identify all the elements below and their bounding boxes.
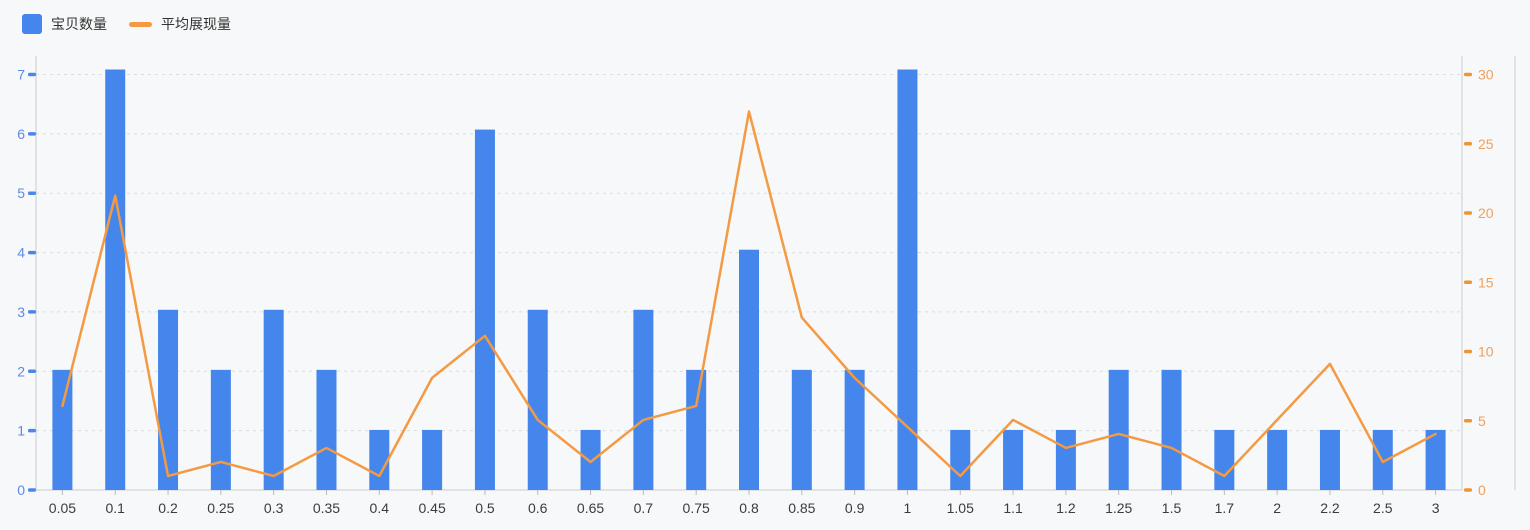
right-axis-tick (1464, 349, 1472, 354)
left-axis-tick (28, 488, 36, 492)
x-axis-label: 0.25 (207, 500, 234, 516)
right-axis-tick (1464, 419, 1472, 423)
bar-baobei-count (1055, 429, 1076, 490)
right-axis-label: 5 (1478, 413, 1486, 429)
bar-baobei-count (158, 309, 179, 490)
x-axis-label: 0.35 (313, 500, 340, 516)
x-axis-label: 2.2 (1320, 500, 1340, 516)
x-axis-label: 0.5 (475, 500, 495, 516)
x-axis-label: 0.75 (683, 500, 710, 516)
bar-baobei-count (210, 369, 231, 490)
x-axis-label: 0.45 (418, 500, 445, 516)
legend-item-avg-impressions[interactable]: 平均展现量 (129, 13, 231, 35)
legend-label-avg-impressions: 平均展现量 (161, 16, 231, 32)
bar-baobei-count (897, 69, 918, 490)
right-axis-tick (1464, 142, 1472, 146)
bar-baobei-count (1161, 369, 1182, 490)
x-axis-label: 1.1 (1003, 500, 1023, 516)
x-axis-label: 1.05 (947, 500, 974, 516)
right-axis-label: 30 (1478, 67, 1494, 83)
bar-baobei-count (474, 129, 495, 490)
bar-baobei-count (369, 429, 390, 490)
bar-baobei-count (633, 309, 654, 490)
x-axis-label: 0.2 (158, 500, 178, 516)
x-axis-label: 1.2 (1056, 500, 1076, 516)
left-axis-label: 3 (17, 304, 25, 320)
left-axis-label: 0 (17, 482, 25, 498)
x-axis-label: 0.9 (845, 500, 865, 516)
right-axis-tick (1464, 211, 1472, 215)
x-axis-label: 0.3 (264, 500, 284, 516)
line-series-swatch-icon (129, 21, 152, 27)
x-axis-label: 3 (1432, 500, 1440, 516)
x-axis-label: 0.4 (370, 500, 390, 516)
x-axis-label: 0.85 (788, 500, 815, 516)
bar-baobei-count (950, 429, 971, 490)
right-axis-label: 10 (1478, 344, 1494, 360)
right-axis-tick (1464, 280, 1472, 284)
x-axis-label: 1 (904, 500, 912, 516)
right-axis-tick (1464, 488, 1472, 492)
bar-baobei-count (1319, 429, 1340, 490)
right-axis-label: 25 (1478, 136, 1494, 152)
right-axis-tick (1464, 72, 1472, 77)
x-axis-label: 0.1 (105, 500, 125, 516)
legend-item-baobei-count[interactable]: 宝贝数量 (22, 13, 107, 35)
legend: 宝贝数量 平均展现量 (22, 13, 231, 35)
bar-baobei-count (686, 369, 707, 490)
line-avg-impressions (61, 110, 1437, 478)
right-axis-label: 15 (1478, 274, 1494, 290)
left-axis-label: 5 (17, 185, 25, 201)
bar-baobei-count (791, 369, 812, 490)
x-axis-label: 2.5 (1373, 500, 1393, 516)
left-axis-tick (28, 310, 36, 314)
left-axis-label: 6 (17, 126, 25, 142)
bar-baobei-count (263, 309, 284, 490)
bar-baobei-count (105, 69, 126, 490)
legend-label-baobei-count: 宝贝数量 (51, 16, 107, 32)
left-axis-tick (28, 132, 36, 136)
bar-baobei-count (1425, 429, 1446, 490)
x-axis-label: 1.5 (1162, 500, 1182, 516)
left-axis-label: 4 (17, 245, 25, 261)
bar-baobei-count (316, 369, 337, 490)
bar-baobei-count (844, 369, 865, 490)
left-axis-tick (28, 72, 36, 77)
bar-series-swatch-icon (22, 14, 42, 34)
x-axis-label: 0.7 (634, 500, 654, 516)
left-axis-label: 7 (17, 67, 25, 83)
left-axis-label: 1 (17, 423, 25, 439)
bar-baobei-count (1267, 429, 1288, 490)
bar-baobei-count (1214, 429, 1235, 490)
left-axis-tick (28, 428, 36, 433)
x-axis-label: 0.8 (739, 500, 759, 516)
x-axis-label: 0.6 (528, 500, 548, 516)
bar-baobei-count (739, 249, 759, 490)
left-axis-tick (28, 250, 36, 255)
left-axis-tick (28, 369, 36, 374)
bar-baobei-count (1003, 429, 1024, 490)
x-axis-label: 1.7 (1215, 500, 1235, 516)
bar-baobei-count (422, 429, 443, 490)
right-axis-label: 0 (1478, 482, 1486, 498)
bar-baobei-count (527, 309, 548, 490)
x-axis-label: 2 (1273, 500, 1281, 516)
x-axis-label: 1.25 (1105, 500, 1132, 516)
right-axis-label: 20 (1478, 205, 1494, 221)
bar-baobei-count (1108, 369, 1129, 490)
x-axis-label: 0.05 (49, 500, 76, 516)
x-axis-label: 0.65 (577, 500, 604, 516)
bar-baobei-count (52, 369, 73, 490)
left-axis-tick (28, 191, 36, 195)
bar-baobei-count (580, 429, 601, 490)
left-axis-label: 2 (17, 363, 25, 379)
